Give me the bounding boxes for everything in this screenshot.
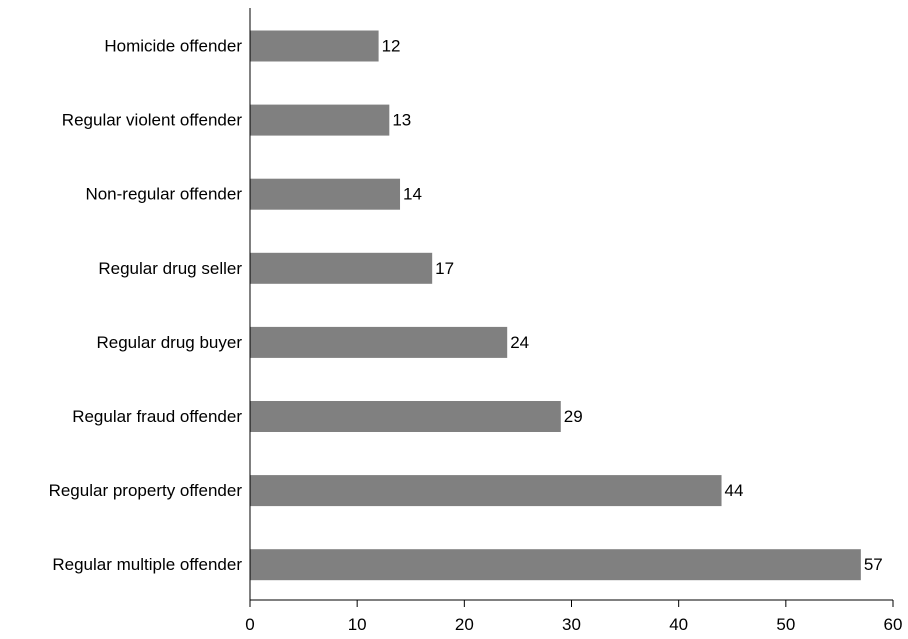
category-label: Regular multiple offender xyxy=(52,555,242,574)
data-label: 24 xyxy=(510,333,529,352)
axes-layer xyxy=(249,8,893,601)
x-tick-label: 10 xyxy=(348,615,367,634)
bar xyxy=(250,252,433,284)
data-label: 29 xyxy=(564,407,583,426)
bar xyxy=(250,326,508,358)
data-label: 14 xyxy=(403,185,422,204)
x-tick-label: 20 xyxy=(455,615,474,634)
bar xyxy=(250,549,861,581)
category-label: Regular property offender xyxy=(49,481,243,500)
x-tick-label: 40 xyxy=(669,615,688,634)
category-label: Homicide offender xyxy=(104,37,242,56)
labels-layer: Homicide offender 12 Regular violent offen… xyxy=(49,37,903,635)
category-label: Non-regular offender xyxy=(85,185,242,204)
bar xyxy=(250,401,561,432)
category-label: Regular drug seller xyxy=(98,259,242,278)
bar xyxy=(250,30,379,62)
bars-layer xyxy=(250,30,861,581)
x-tick-label: 30 xyxy=(562,615,581,634)
data-label: 44 xyxy=(725,481,744,500)
category-label: Regular fraud offender xyxy=(72,407,242,426)
bar xyxy=(250,104,390,136)
data-label: 12 xyxy=(382,37,401,56)
category-label: Regular drug buyer xyxy=(96,333,242,352)
x-tick-label: 0 xyxy=(245,615,254,634)
category-label: Regular violent offender xyxy=(62,111,243,130)
data-label: 17 xyxy=(435,259,454,278)
x-tick-label: 50 xyxy=(776,615,795,634)
data-label: 13 xyxy=(392,111,411,130)
data-label: 57 xyxy=(864,555,883,574)
bar xyxy=(250,475,722,507)
x-tick-label: 60 xyxy=(884,615,903,634)
bar xyxy=(250,178,401,210)
